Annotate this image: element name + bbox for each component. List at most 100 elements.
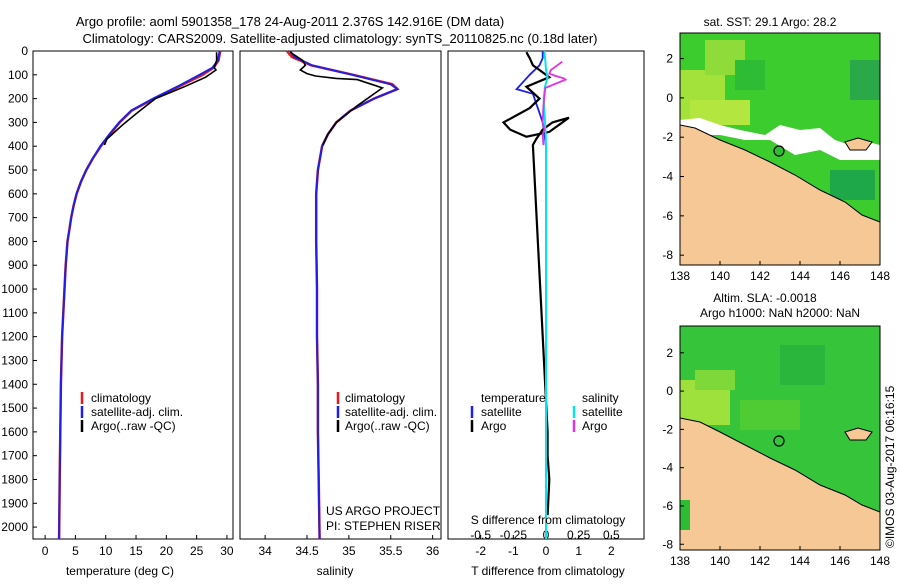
depth-tick-label: 1200 — [1, 330, 28, 344]
legend-climatology-label: climatology — [91, 391, 151, 405]
t-tick-label: 0 — [543, 544, 550, 558]
legend-sal-argo-label: Argo — [582, 419, 608, 433]
lon-tick-label: 142 — [750, 554, 770, 568]
depth-tick-label: 700 — [8, 211, 28, 225]
salinity-xlabel: salinity — [317, 564, 354, 578]
legend-climatology-label: climatology — [345, 391, 405, 405]
lon-tick-label: 138 — [670, 269, 690, 283]
depth-tick-label: 1700 — [1, 449, 28, 463]
sla-coastal-sea — [680, 500, 690, 530]
depth-tick-label: 100 — [8, 68, 28, 82]
lon-tick-label: 144 — [790, 269, 810, 283]
lon-tick-label: 140 — [710, 269, 730, 283]
legend-temp-argo-label: Argo — [481, 419, 507, 433]
series-line-climatology — [57, 50, 222, 540]
imos-watermark: ©IMOS 03-Aug-2017 06:16:15 — [883, 385, 897, 548]
salinity-x-ticks: 34 34.5 35 35.5 36 — [258, 535, 440, 558]
sst-cool-patch — [850, 60, 880, 100]
difference-lines — [501, 50, 570, 539]
depth-tick-label: 900 — [8, 258, 28, 272]
sla-map-title-2: Argo h1000: NaN h2000: NaN — [700, 306, 860, 320]
salinity-panel-frame — [239, 50, 442, 540]
lat-tick-label: -4 — [662, 461, 673, 475]
sla-high-patch — [695, 370, 735, 390]
x-tick-label: 34 — [258, 544, 272, 558]
x-tick-label: 35 — [342, 544, 356, 558]
sla-land — [680, 417, 880, 550]
depth-tick-label: 400 — [8, 139, 28, 153]
x-tick-label: 15 — [129, 544, 143, 558]
sst-map-frame — [679, 32, 881, 266]
x-tick-label: 5 — [72, 544, 79, 558]
lat-tick-label: -2 — [662, 422, 673, 436]
lat-tick-label: 0 — [666, 91, 673, 105]
difference-x-ticks: -2 -1 0 1 2-0.5 -0.25 0 0.25 0.5 — [470, 528, 620, 558]
temperature-xlabel: temperature (deg C) — [66, 564, 174, 578]
lat-tick-label: -6 — [662, 209, 673, 223]
sst-map-ticks: 138 140 142 144 146 148 2 0 -2 -4 -6 -8 — [662, 52, 890, 283]
depth-tick-label: 1400 — [1, 377, 28, 391]
temperature-lines — [57, 50, 222, 540]
lon-tick-label: 146 — [830, 269, 850, 283]
lon-tick-label: 146 — [830, 554, 850, 568]
t-tick-label: 1 — [575, 544, 582, 558]
salinity-legend: climatology satellite-adj. clim. Argo(..… — [336, 391, 437, 433]
depth-tick-label: 1100 — [2, 306, 28, 320]
sla-island — [844, 427, 873, 441]
lat-tick-label: -2 — [662, 130, 673, 144]
sst-cool-patch — [830, 170, 875, 200]
legend-satellite-label: satellite-adj. clim. — [345, 405, 437, 419]
sla-mid-patch — [740, 400, 800, 430]
series-line-temperature-argo — [501, 51, 570, 516]
x-tick-label: 36 — [426, 544, 440, 558]
depth-tick-label: 1600 — [1, 425, 28, 439]
legend-satellite-label: satellite-adj. clim. — [91, 405, 183, 419]
depth-tick-label: 1000 — [1, 282, 28, 296]
temperature-legend: climatology satellite-adj. clim. Argo(..… — [80, 391, 183, 433]
salinity-lines — [285, 50, 400, 540]
s-tick-label: -0.25 — [500, 528, 528, 542]
series-line-satellite-adj-clim- — [58, 50, 221, 540]
legend-salinity-title: salinity — [582, 391, 619, 405]
series-line-argo-raw-qc- — [103, 52, 218, 146]
t-tick-label: -2 — [475, 544, 486, 558]
argo-float-marker — [773, 145, 785, 157]
legend-temperature-title: temperature — [481, 391, 546, 405]
lat-tick-label: 2 — [666, 346, 673, 360]
s-tick-label: -0.5 — [470, 528, 491, 542]
sla-low-patch — [780, 345, 825, 385]
legend-argo-label: Argo(..raw -QC) — [345, 419, 430, 433]
legend-temp-satellite-label: satellite — [481, 405, 522, 419]
lon-tick-label: 142 — [750, 269, 770, 283]
lat-tick-label: -4 — [662, 170, 673, 184]
depth-tick-label: 1300 — [1, 353, 28, 367]
depth-tick-label: 200 — [8, 92, 28, 106]
temperature-x-ticks: 0 5 10 15 20 25 30 — [42, 535, 234, 558]
lat-tick-label: 2 — [666, 52, 673, 66]
depth-tick-label: 0 — [21, 44, 28, 58]
credit-pi: PI: STEPHEN RISER — [326, 519, 441, 533]
x-tick-label: 25 — [190, 544, 204, 558]
x-tick-label: 0 — [42, 544, 49, 558]
series-line-salinity-satellite — [542, 50, 549, 539]
t-difference-label: T difference from climatology — [471, 564, 625, 578]
sst-land — [680, 124, 880, 265]
depth-tick-label: 1900 — [1, 496, 28, 510]
lat-tick-label: -8 — [662, 248, 673, 262]
depth-tick-label: 2000 — [1, 520, 28, 534]
sst-map — [679, 32, 881, 266]
sla-map-frame — [679, 325, 881, 551]
credit-project: US ARGO PROJECT — [326, 504, 441, 518]
lon-tick-label: 148 — [870, 554, 890, 568]
sst-map-title: sat. SST: 29.1 Argo: 28.2 — [704, 15, 837, 29]
difference-legend: temperature salinity satellite Argo sate… — [470, 391, 623, 433]
series-line-argo-raw-qc- — [289, 51, 385, 146]
s-difference-label: S difference from climatology — [471, 513, 626, 527]
title-line-1: Argo profile: aoml 5901358_178 24-Aug-20… — [76, 14, 504, 29]
legend-sal-satellite-label: satellite — [582, 405, 623, 419]
t-tick-label: -1 — [508, 544, 519, 558]
depth-tick-label: 1800 — [1, 472, 28, 486]
depth-tick-label: 600 — [8, 187, 28, 201]
sst-cloud-gap — [680, 118, 880, 160]
